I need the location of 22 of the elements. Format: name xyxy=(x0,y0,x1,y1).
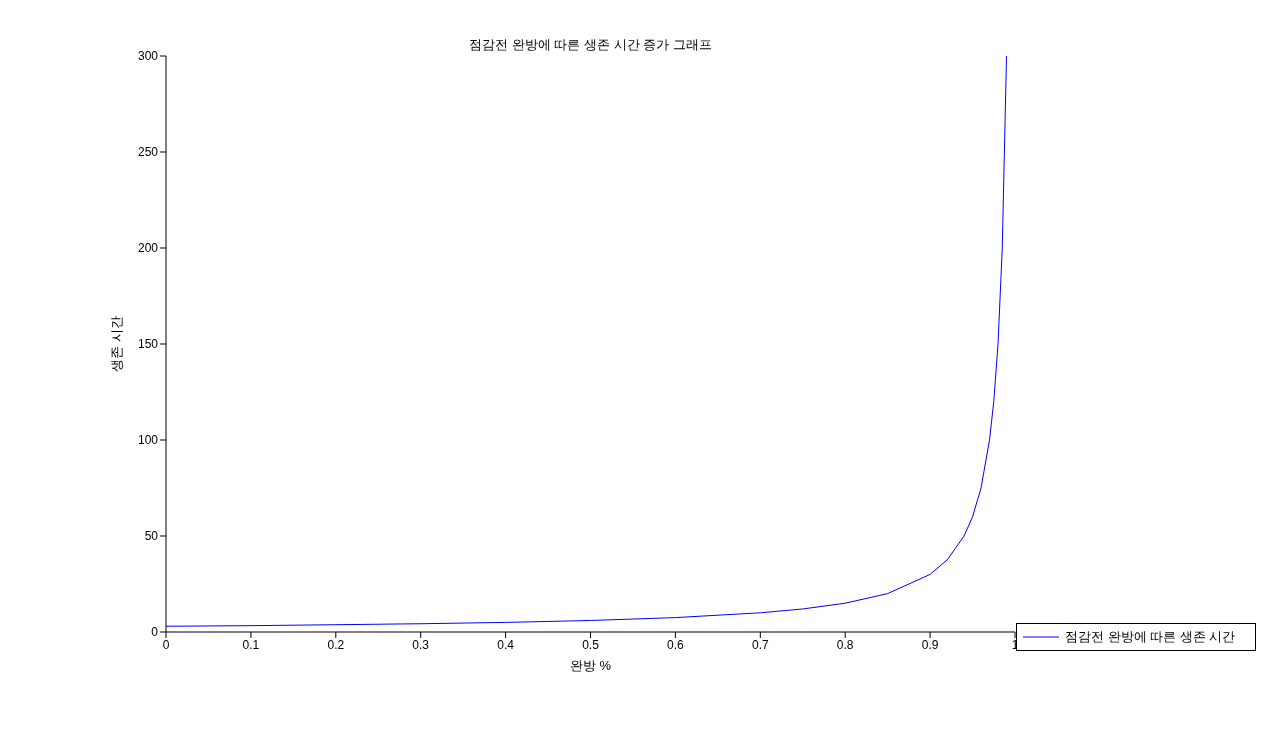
line-series xyxy=(166,56,1008,627)
x-axis-title: 완방 % xyxy=(569,658,612,673)
x-tick-label: 0.6 xyxy=(667,637,685,652)
y-tick-label: 300 xyxy=(137,49,159,64)
y-tick-label: 200 xyxy=(137,241,159,256)
x-tick-label: 0.3 xyxy=(412,637,430,652)
y-axis-title: 생존 시간 xyxy=(108,316,124,372)
x-tick-label: 0.1 xyxy=(242,637,260,652)
x-tick-label: 0.4 xyxy=(497,637,515,652)
x-tick-label: 0.5 xyxy=(582,637,600,652)
y-tick-label: 250 xyxy=(137,145,159,160)
x-tick-label: 0.2 xyxy=(327,637,345,652)
y-tick-label: 150 xyxy=(137,337,159,352)
y-tick-label: 50 xyxy=(144,529,159,544)
chart-title: 점감전 완방에 따른 생존 시간 증가 그래프 xyxy=(468,36,713,54)
y-tick-label: 0 xyxy=(151,625,159,640)
x-tick-label: 0.8 xyxy=(836,637,854,652)
x-tick-label: 0 xyxy=(162,637,170,652)
legend-label: 점감전 완방에 따른 생존 시간 xyxy=(1065,628,1236,646)
x-tick-label: 0.7 xyxy=(751,637,769,652)
y-tick-label: 100 xyxy=(137,433,159,448)
x-tick-label: 0.9 xyxy=(921,637,939,652)
